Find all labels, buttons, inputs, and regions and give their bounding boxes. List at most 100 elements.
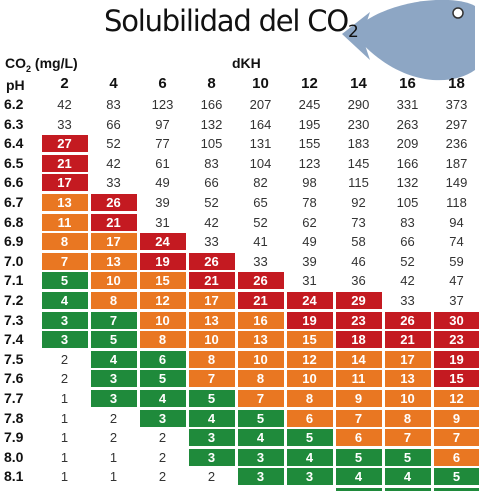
ph-row-label: 7.2 xyxy=(4,292,24,308)
co2-value-cell: 2 xyxy=(60,371,69,387)
ph-axis-label: pH xyxy=(6,77,25,93)
co2-value-cell: 1 xyxy=(91,488,137,491)
dkh-column-header: 4 xyxy=(109,75,118,92)
co2-value-cell: 118 xyxy=(446,195,467,210)
co2-value-cell: 10 xyxy=(90,272,137,290)
co2-value-cell: 13 xyxy=(188,311,235,329)
co2-value-cell: 30 xyxy=(433,311,479,329)
co2-value-cell: 331 xyxy=(396,97,419,112)
co2-value-cell: 104 xyxy=(249,155,272,171)
co2-value-cell: 23 xyxy=(335,311,382,329)
co2-value-cell: 19 xyxy=(139,252,186,270)
co2-value-cell: 37 xyxy=(449,293,464,308)
co2-value-cell: 3 xyxy=(188,448,235,466)
co2-value-cell: 2 xyxy=(60,351,69,367)
fish-body-shape xyxy=(352,0,475,81)
co2-value-cell: 52 xyxy=(400,253,415,269)
ph-row-label: 8.0 xyxy=(4,448,24,465)
co2-value-cell: 62 xyxy=(302,214,317,230)
co2-value-cell: 5 xyxy=(139,370,186,388)
co2-value-cell: 1 xyxy=(60,430,69,446)
co2-value-cell: 8 xyxy=(139,331,186,349)
co2-value-cell: 10 xyxy=(188,331,235,349)
co2-value-cell: 8 xyxy=(237,370,284,388)
co2-value-cell: 58 xyxy=(351,234,366,250)
co2-value-cell: 4 xyxy=(286,448,333,466)
co2-value-cell: 2 xyxy=(109,410,118,426)
co2-value-cell: 52 xyxy=(253,214,268,230)
ph-row-label: 7.1 xyxy=(4,272,24,289)
co2-value-cell: 18 xyxy=(335,331,382,349)
co2-value-cell: 5 xyxy=(188,390,235,407)
co2-value-cell: 15 xyxy=(139,272,186,290)
co2-value-cell: 21 xyxy=(384,331,431,349)
co2-value-cell: 3 xyxy=(90,390,137,407)
co2-value-cell: 23 xyxy=(433,331,479,349)
co2-value-cell: 33 xyxy=(400,293,415,308)
co2-value-cell: 10 xyxy=(139,311,186,329)
co2-value-cell: 7 xyxy=(188,370,235,388)
ph-row-label: 7.4 xyxy=(4,331,24,348)
co2-value-cell: 4 xyxy=(188,409,235,427)
co2-value-cell: 2 xyxy=(207,469,216,485)
co2-value-cell: 16 xyxy=(237,311,284,329)
co2-unit-label: CO2 (mg/L) xyxy=(5,55,78,74)
chart-title-subscript: 2 xyxy=(347,22,359,42)
co2-value-cell: 33 xyxy=(204,234,219,250)
co2-value-cell: 7 xyxy=(384,429,431,447)
co2-value-cell: 5 xyxy=(41,272,88,290)
co2-value-cell: 21 xyxy=(188,272,235,290)
co2-value-cell: 2 xyxy=(287,488,333,491)
co2-value-cell: 7 xyxy=(90,311,137,329)
co2-value-cell: 83 xyxy=(204,155,219,171)
co2-value-cell: 26 xyxy=(90,194,137,211)
co2-value-cell: 52 xyxy=(106,136,121,152)
co2-value-cell: 77 xyxy=(155,136,170,152)
chart-title: Solubilidad del CO2 xyxy=(104,4,359,42)
co2-value-cell: 187 xyxy=(445,155,468,171)
ph-row-label: 7.8 xyxy=(4,409,24,426)
co2-value-cell: 8 xyxy=(41,233,88,251)
co2-value-cell: 42 xyxy=(204,214,219,230)
co2-label-sub: 2 xyxy=(26,63,32,74)
co2-value-cell: 21 xyxy=(41,154,88,172)
co2-value-cell: 3 xyxy=(335,488,382,491)
co2-value-cell: 105 xyxy=(200,136,223,152)
co2-value-cell: 12 xyxy=(286,350,333,368)
co2-value-cell: 4 xyxy=(433,488,479,491)
ph-row-label: 6.4 xyxy=(4,135,24,152)
co2-value-cell: 2 xyxy=(238,488,284,491)
co2-value-cell: 31 xyxy=(302,273,317,289)
dkh-column-header: 16 xyxy=(399,75,416,92)
co2-value-cell: 27 xyxy=(41,135,88,153)
co2-value-cell: 6 xyxy=(335,429,382,447)
ph-row-label: 6.2 xyxy=(4,96,24,112)
co2-value-cell: 42 xyxy=(57,97,72,112)
co2-value-cell: 4 xyxy=(41,292,88,309)
co2-value-cell: 17 xyxy=(41,174,88,192)
co2-value-cell: 5 xyxy=(384,448,431,466)
ph-row-label: 8.1 xyxy=(4,468,24,485)
co2-value-cell: 2 xyxy=(189,488,235,491)
co2-label-suffix: (mg/L) xyxy=(31,55,78,71)
co2-value-cell: 5 xyxy=(335,448,382,466)
co2-value-cell: 373 xyxy=(445,97,468,112)
co2-value-cell: 5 xyxy=(433,468,479,486)
co2-value-cell: 8 xyxy=(90,292,137,309)
ph-row-label: 6.9 xyxy=(4,233,24,250)
co2-value-cell: 145 xyxy=(347,155,370,171)
co2-value-cell: 6 xyxy=(139,350,186,368)
co2-value-cell: 132 xyxy=(200,116,223,132)
co2-value-cell: 49 xyxy=(302,234,317,250)
co2-value-cell: 1 xyxy=(60,469,69,485)
co2-value-cell: 155 xyxy=(298,136,321,152)
co2-value-cell: 94 xyxy=(449,214,464,230)
co2-value-cell: 2 xyxy=(109,430,118,446)
co2-value-cell: 12 xyxy=(139,292,186,309)
co2-value-cell: 7 xyxy=(237,390,284,407)
chart-title-main: Solubilidad del CO xyxy=(104,4,349,38)
co2-value-cell: 61 xyxy=(155,155,170,171)
co2-value-cell: 41 xyxy=(253,234,268,250)
co2-value-cell: 12 xyxy=(433,390,479,407)
co2-value-cell: 31 xyxy=(155,214,170,230)
